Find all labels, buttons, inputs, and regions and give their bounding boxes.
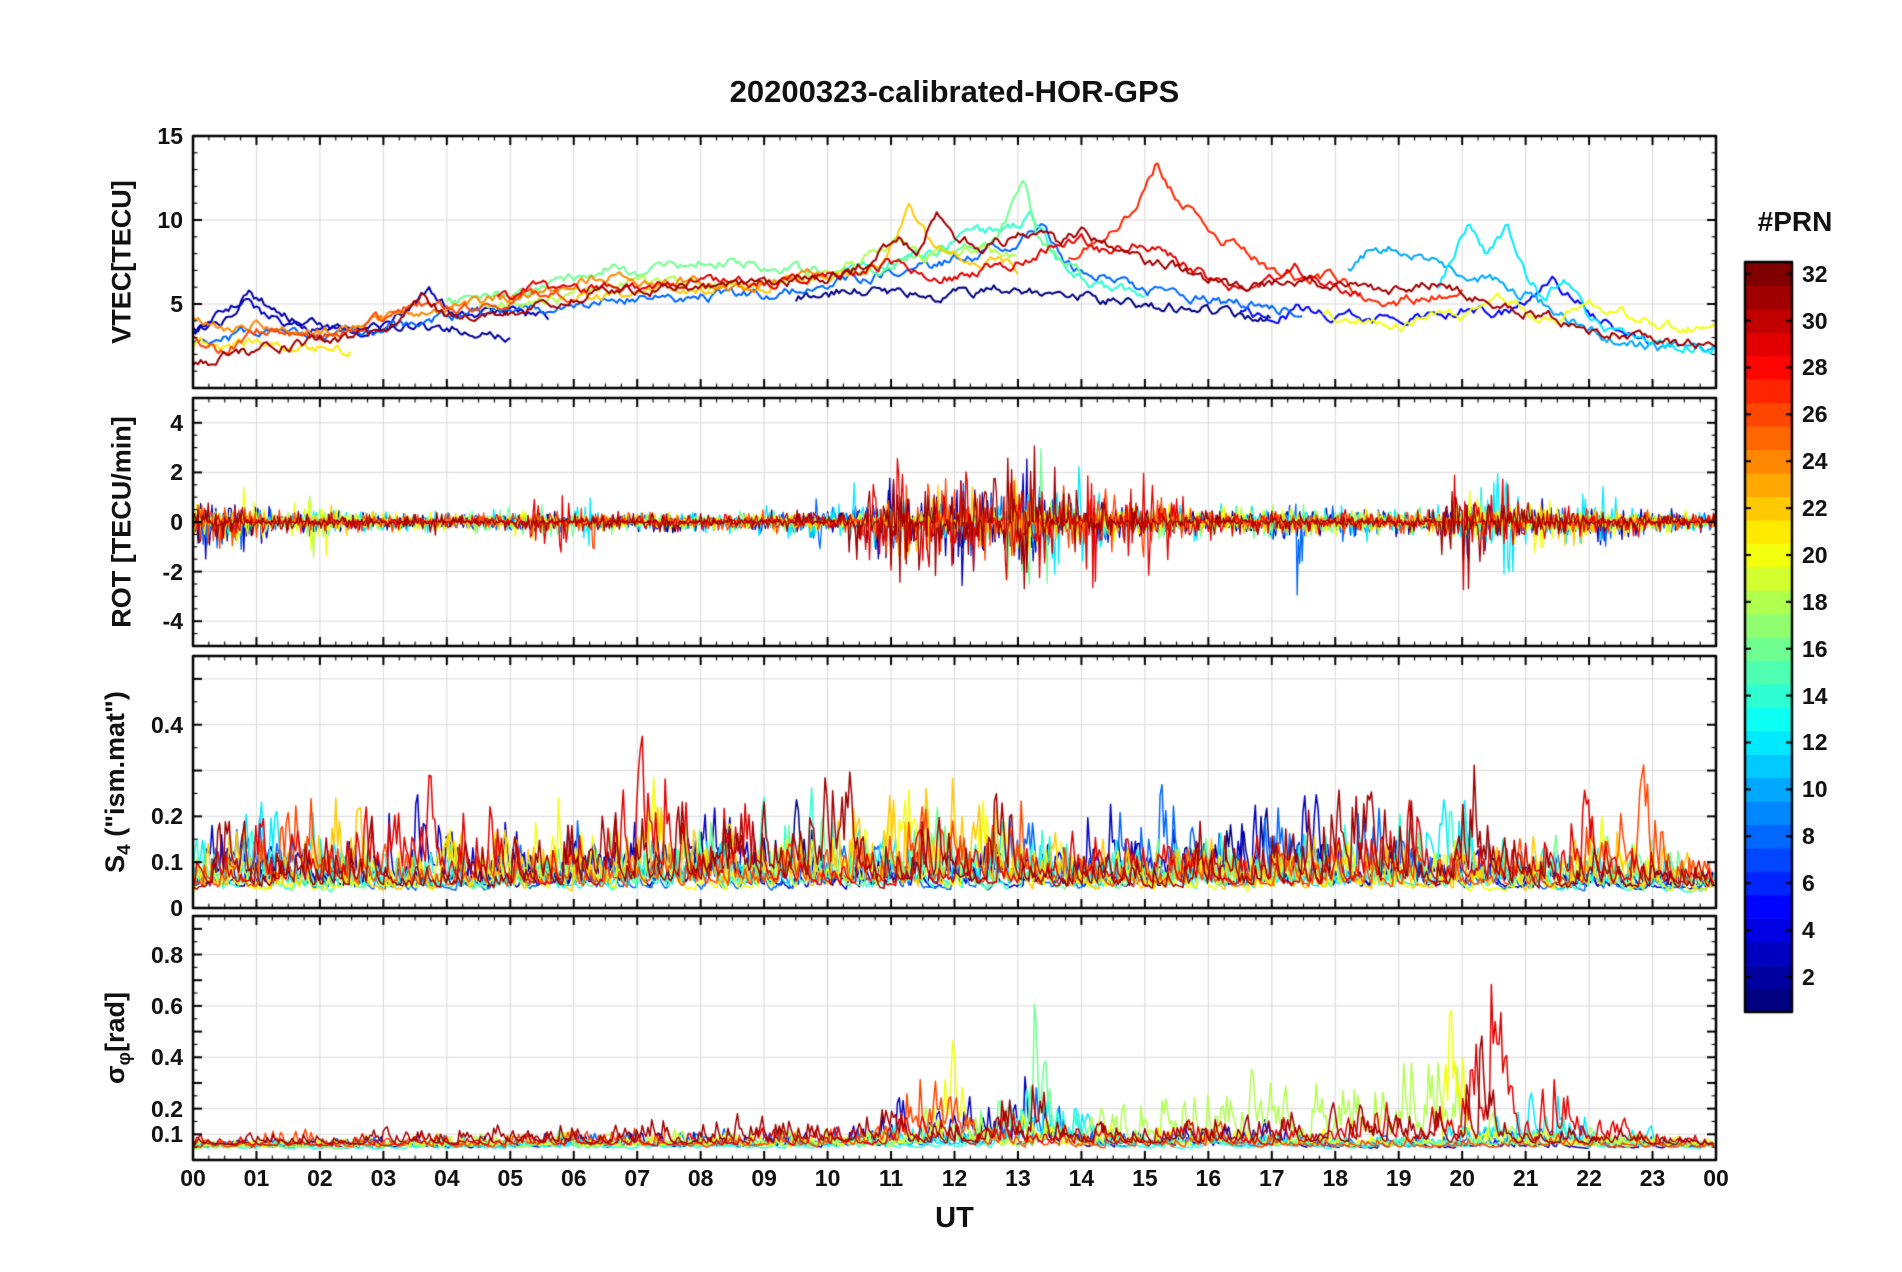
figure: 20200323-calibrated-HOR-GPS UT #PRN VTEC… (0, 0, 1902, 1272)
chart-canvas (0, 0, 1902, 1272)
